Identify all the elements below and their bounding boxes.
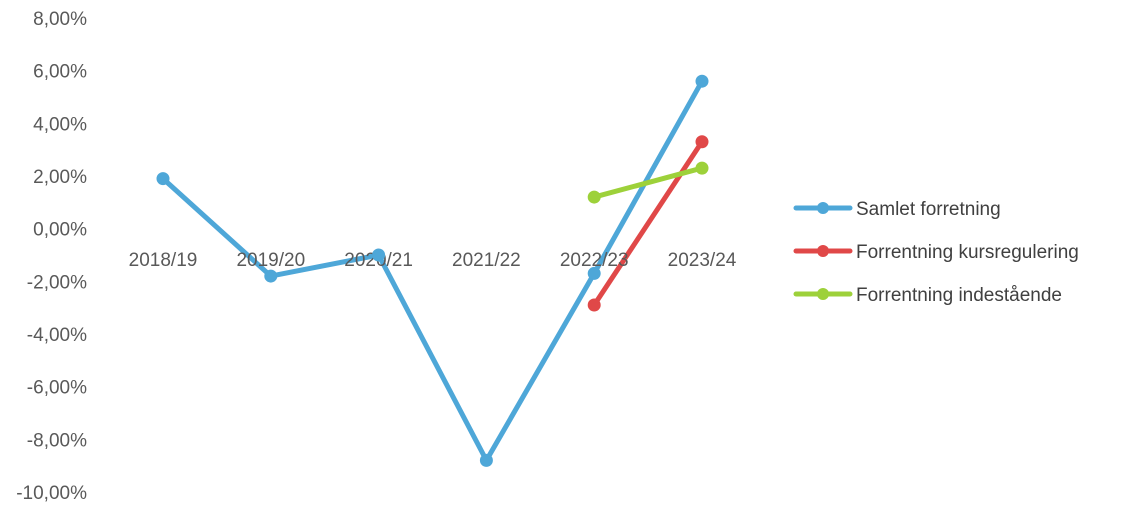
data-point [587, 190, 601, 204]
data-point [695, 161, 709, 175]
series-markers [156, 74, 709, 467]
legend-label: Samlet forretning [856, 199, 1001, 220]
y-tick-label: 8,00% [33, 9, 87, 30]
y-tick-label: -2,00% [27, 272, 87, 293]
legend-item: Forrentning indestående [793, 285, 1062, 306]
data-point [587, 266, 601, 280]
x-tick-label: 2023/24 [668, 250, 737, 271]
x-axis-tick-labels: 2018/192019/202020/212021/222022/232023/… [129, 250, 737, 271]
x-tick-label: 2019/20 [236, 250, 305, 271]
x-tick-label: 2022/23 [560, 250, 629, 271]
legend-marker [817, 245, 829, 257]
x-tick-label: 2021/22 [452, 250, 521, 271]
x-tick-label: 2018/19 [129, 250, 198, 271]
y-tick-label: 4,00% [33, 114, 87, 135]
series-line-3 [591, 165, 705, 200]
data-point [156, 172, 170, 186]
data-point [587, 298, 601, 312]
data-point [479, 453, 493, 467]
y-tick-label: 2,00% [33, 167, 87, 188]
legend-label: Forrentning kursregulering [856, 242, 1079, 263]
data-point [264, 269, 278, 283]
legend-item: Samlet forretning [793, 199, 1001, 220]
legend-marker [817, 288, 829, 300]
y-axis-tick-labels: 8,00% 6,00% 4,00% 2,00% 0,00% -2,00% -4,00% -6,… [16, 9, 87, 504]
y-tick-label: -10,00% [16, 483, 87, 504]
series-line-2 [591, 139, 705, 308]
legend-marker [817, 202, 829, 214]
data-point [372, 248, 386, 262]
data-point [695, 74, 709, 88]
y-tick-label: 6,00% [33, 62, 87, 83]
y-tick-label: -6,00% [27, 378, 87, 399]
y-tick-label: 0,00% [33, 220, 87, 241]
legend: Samlet forretning Forrentning kursreguler… [793, 199, 1079, 306]
y-tick-label: -8,00% [27, 430, 87, 451]
legend-label: Forrentning indestående [856, 285, 1062, 306]
legend-item: Forrentning kursregulering [793, 242, 1079, 263]
data-point [695, 135, 709, 149]
series-line-1 [160, 78, 705, 463]
series-lines [160, 78, 705, 463]
y-tick-label: -4,00% [27, 325, 87, 346]
